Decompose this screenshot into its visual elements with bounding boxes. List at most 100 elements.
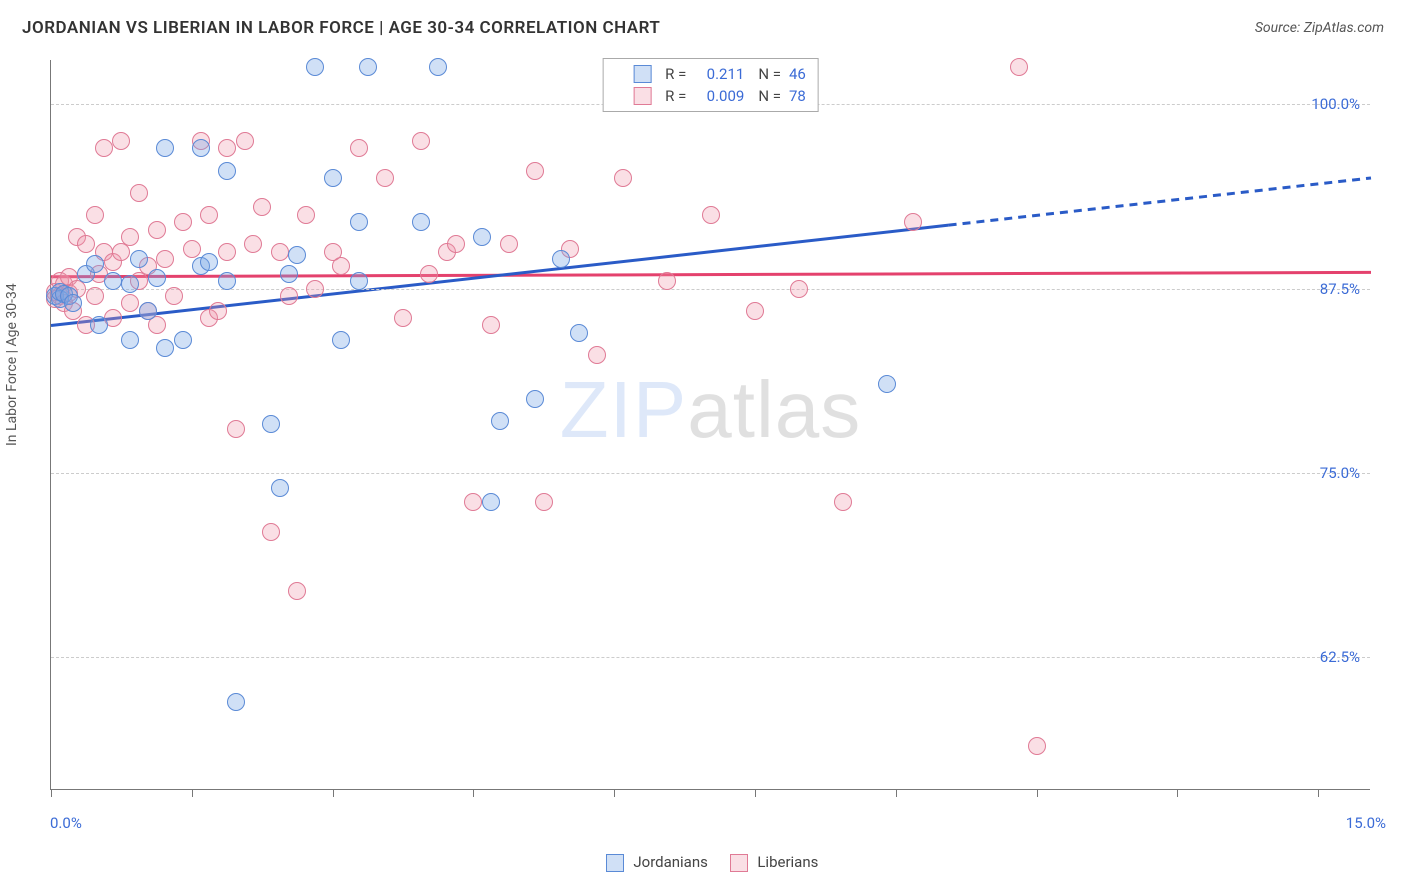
footer-swatch-blue [606, 854, 624, 872]
data-point-liberian [288, 582, 306, 600]
x-tick [755, 789, 756, 797]
grid-line-h [51, 473, 1370, 474]
data-point-liberian [280, 287, 298, 305]
x-tick [51, 789, 52, 797]
n-value-blue: 46 [789, 65, 806, 83]
data-point-jordanian [227, 693, 245, 711]
legend-swatch-pink [633, 87, 651, 105]
data-point-jordanian [359, 58, 377, 76]
r-value-blue: 0.211 [694, 65, 744, 83]
data-point-jordanian [350, 213, 368, 231]
legend-row-liberians: R = 0.009 N = 78 [615, 85, 806, 107]
data-point-jordanian [552, 250, 570, 268]
data-point-jordanian [86, 255, 104, 273]
r-label: R = [665, 65, 686, 83]
data-point-liberian [262, 523, 280, 541]
x-tick [473, 789, 474, 797]
data-point-liberian [112, 132, 130, 150]
data-point-liberian [200, 206, 218, 224]
trend-line [51, 272, 1371, 276]
footer-label-jordanians: Jordanians [633, 853, 708, 871]
data-point-liberian [209, 302, 227, 320]
data-point-liberian [394, 309, 412, 327]
x-tick [192, 789, 193, 797]
data-point-jordanian [271, 479, 289, 497]
data-point-liberian [482, 316, 500, 334]
chart-plot-area: R = 0.211 N = 46 R = 0.009 N = 78 ZIPatl… [50, 60, 1370, 790]
data-point-liberian [86, 206, 104, 224]
data-point-jordanian [64, 294, 82, 312]
x-tick [1318, 789, 1319, 797]
data-point-liberian [834, 493, 852, 511]
data-point-liberian [86, 287, 104, 305]
data-point-jordanian [412, 213, 430, 231]
data-point-jordanian [262, 415, 280, 433]
data-point-jordanian [139, 302, 157, 320]
data-point-jordanian [878, 375, 896, 393]
data-point-liberian [658, 272, 676, 290]
footer-label-liberians: Liberians [757, 853, 818, 871]
data-point-liberian [297, 206, 315, 224]
data-point-jordanian [156, 139, 174, 157]
data-point-liberian [464, 493, 482, 511]
data-point-liberian [218, 243, 236, 261]
data-point-jordanian [306, 58, 324, 76]
data-point-jordanian [156, 339, 174, 357]
data-point-liberian [95, 139, 113, 157]
data-point-jordanian [324, 169, 342, 187]
legend-swatch-blue [633, 65, 651, 83]
data-point-liberian [588, 346, 606, 364]
r-label: R = [665, 87, 686, 105]
data-point-liberian [1028, 737, 1046, 755]
data-point-liberian [148, 221, 166, 239]
data-point-liberian [165, 287, 183, 305]
data-point-liberian [271, 243, 289, 261]
data-point-liberian [218, 139, 236, 157]
data-point-liberian [236, 132, 254, 150]
n-value-pink: 78 [789, 87, 806, 105]
n-label: N = [758, 87, 781, 105]
legend-row-jordanians: R = 0.211 N = 46 [615, 63, 806, 85]
x-tick [896, 789, 897, 797]
data-point-jordanian [174, 331, 192, 349]
grid-line-h [51, 289, 1370, 290]
data-point-jordanian [429, 58, 447, 76]
data-point-liberian [376, 169, 394, 187]
data-point-jordanian [332, 331, 350, 349]
data-point-liberian [121, 294, 139, 312]
data-point-liberian [130, 184, 148, 202]
data-point-liberian [526, 162, 544, 180]
data-point-liberian [350, 139, 368, 157]
trend-lines-layer [51, 60, 1370, 789]
data-point-liberian [156, 250, 174, 268]
x-tick [333, 789, 334, 797]
correlation-legend: R = 0.211 N = 46 R = 0.009 N = 78 [602, 58, 819, 112]
data-point-jordanian [288, 246, 306, 264]
x-tick [614, 789, 615, 797]
data-point-liberian [121, 228, 139, 246]
data-point-jordanian [218, 272, 236, 290]
x-axis-max-label: 15.0% [1346, 814, 1386, 832]
data-point-liberian [253, 198, 271, 216]
y-tick-label: 75.0% [1320, 464, 1360, 482]
data-point-jordanian [491, 412, 509, 430]
data-point-liberian [535, 493, 553, 511]
x-axis-min-label: 0.0% [50, 814, 82, 832]
data-point-liberian [702, 206, 720, 224]
data-point-liberian [614, 169, 632, 187]
data-point-liberian [412, 132, 430, 150]
data-point-jordanian [90, 316, 108, 334]
data-point-jordanian [526, 390, 544, 408]
data-point-liberian [77, 235, 95, 253]
data-point-liberian [183, 240, 201, 258]
data-point-jordanian [148, 269, 166, 287]
x-tick [1037, 789, 1038, 797]
data-point-liberian [746, 302, 764, 320]
footer-legend: Jordanians Liberians [0, 853, 1406, 872]
data-point-jordanian [570, 324, 588, 342]
chart-title: JORDANIAN VS LIBERIAN IN LABOR FORCE | A… [22, 18, 660, 38]
data-point-jordanian [473, 228, 491, 246]
chart-header: JORDANIAN VS LIBERIAN IN LABOR FORCE | A… [0, 0, 1406, 46]
data-point-liberian [244, 235, 262, 253]
data-point-liberian [447, 235, 465, 253]
